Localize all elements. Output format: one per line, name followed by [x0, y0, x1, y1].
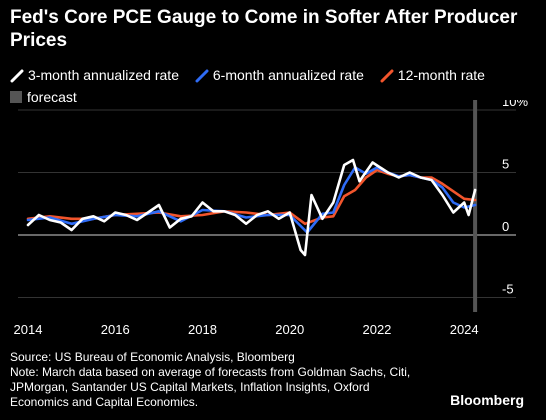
- legend-swatch-gray: [10, 91, 22, 103]
- legend-item-forecast: forecast: [10, 88, 77, 107]
- legend-slash-orange: [380, 69, 394, 82]
- legend-label: 3-month annualized rate: [28, 67, 179, 83]
- chart-legend: 3-month annualized rate 6-month annualiz…: [10, 66, 540, 108]
- y-tick-label: 5: [502, 157, 509, 172]
- y-tick-label: -5: [502, 282, 514, 297]
- chart-grid: [18, 109, 516, 298]
- legend-slash-blue: [195, 69, 209, 82]
- bloomberg-logo: Bloomberg: [450, 392, 524, 408]
- legend-item-6month: 6-month annualized rate: [195, 66, 364, 85]
- chart-title: Fed's Core PCE Gauge to Come in Softer A…: [10, 7, 518, 51]
- legend-label: 6-month annualized rate: [212, 67, 364, 83]
- legend-item-3month: 3-month annualized rate: [10, 66, 179, 85]
- legend-label: 12-month rate: [397, 67, 485, 83]
- series-line-0: [26, 158, 477, 257]
- x-tick-label: 2022: [362, 322, 391, 337]
- x-tick-label: 2020: [275, 322, 304, 337]
- legend-label: forecast: [27, 88, 77, 105]
- y-axis-ticks: 10% 5 0 -5: [502, 100, 528, 297]
- chart-series: [26, 158, 477, 257]
- series-line-1: [26, 166, 477, 234]
- methodology-note: Note: March data based on average of for…: [10, 365, 411, 409]
- legend-item-12month: 12-month rate: [380, 66, 485, 85]
- y-tick-label: 0: [502, 219, 509, 234]
- x-tick-label: 2024: [450, 322, 479, 337]
- x-axis-ticks: 2014 2016 2018 2020 2022 2024: [14, 322, 479, 337]
- chart-footer: Source: US Bureau of Economic Analysis, …: [10, 350, 430, 410]
- y-tick-label: 10%: [502, 100, 528, 109]
- line-chart: 10% 5 0 -5 2014 2016 2018 2020 2022 2024: [14, 100, 528, 337]
- x-tick-label: 2014: [14, 322, 43, 337]
- x-tick-label: 2016: [101, 322, 130, 337]
- source-note: Source: US Bureau of Economic Analysis, …: [10, 350, 295, 364]
- legend-slash-white: [10, 69, 24, 82]
- x-tick-label: 2018: [188, 322, 217, 337]
